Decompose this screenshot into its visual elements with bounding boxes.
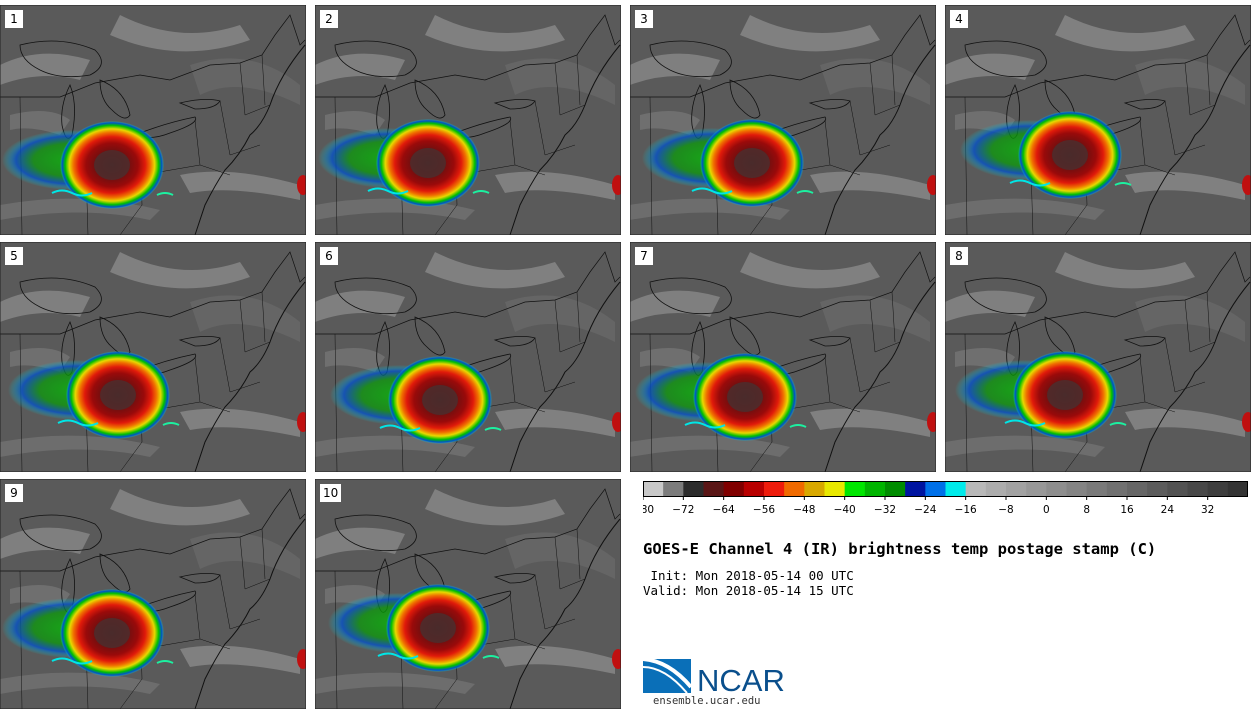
colorbar-swatch [1006,481,1027,496]
colorbar-tick-label: −80 [643,504,654,516]
colorbar-tick-label: −24 [914,504,936,516]
ensemble-member-panel: 1 [0,5,306,235]
ir-satellite-map [315,242,621,472]
logo-text: NCAR [697,663,785,695]
ensemble-member-panel: 4 [945,5,1251,235]
member-number: 1 [5,10,23,28]
ensemble-member-panel: 10 [315,479,621,709]
ir-satellite-map [630,242,936,472]
colorbar-swatch [824,481,846,496]
member-number: 10 [320,484,342,502]
colorbar-tick-label: 8 [1083,504,1090,516]
logo-url: ensemble.ucar.edu [653,695,761,707]
ir-satellite-map [315,5,621,235]
member-number: 4 [950,10,968,28]
colorbar-tick-label: −48 [793,504,815,516]
colorbar-swatch [1046,481,1067,496]
colorbar-swatch [1127,481,1148,496]
colorbar-tick-label: −56 [753,504,775,516]
colorbar-swatch [985,481,1007,496]
ensemble-member-panel: 9 [0,479,306,709]
member-number: 8 [950,247,968,265]
ir-satellite-map [315,479,621,709]
colorbar-tick-label: −32 [874,504,896,516]
valid-time: Valid: Mon 2018-05-14 15 UTC [643,583,854,598]
member-number: 2 [320,10,338,28]
figure-title: GOES-E Channel 4 (IR) brightness temp po… [643,540,1157,558]
colorbar-tick-label: 32 [1201,504,1214,516]
colorbar-swatch [925,481,946,496]
member-number: 6 [320,247,338,265]
colorbar-swatch [703,481,725,496]
colorbar-swatch [743,481,765,496]
colorbar-swatch [1066,481,1088,496]
colorbar-swatch [1167,481,1188,496]
ncar-logo: NCAR [643,657,785,695]
ensemble-member-panel: 6 [315,242,621,472]
colorbar-swatch [1227,481,1248,496]
colorbar-tick-label: −64 [713,504,735,516]
colorbar-tick-label: −8 [998,504,1013,516]
colorbar-swatch [764,481,785,496]
colorbar-swatch [864,481,886,496]
colorbar-swatch [784,481,805,496]
ensemble-member-panel: 3 [630,5,936,235]
member-number: 3 [635,10,653,28]
ir-satellite-map [0,5,306,235]
colorbar-tick-label: −72 [672,504,694,516]
colorbar-tick-label: −16 [955,504,977,516]
ir-satellite-map [630,5,936,235]
colorbar-swatch [1026,481,1047,496]
ir-satellite-map [0,242,306,472]
colorbar-swatch [723,481,745,496]
colorbar-swatch [1147,481,1168,496]
colorbar-tick-label: −40 [834,504,856,516]
ir-satellite-map [945,5,1251,235]
ensemble-member-panel: 2 [315,5,621,235]
ensemble-member-panel: 5 [0,242,306,472]
colorbar-swatch [905,481,926,496]
colorbar-swatch [1086,481,1108,496]
ensemble-member-panel: 8 [945,242,1251,472]
colorbar-swatch [804,481,825,496]
colorbar-tick-label: 24 [1161,504,1175,516]
ensemble-member-panel: 7 [630,242,936,472]
colorbar-swatch [1106,481,1128,496]
colorbar-swatch [643,481,664,496]
colorbar-border [643,481,1248,497]
member-number: 5 [5,247,23,265]
ir-satellite-map [0,479,306,709]
colorbar-swatch [1207,481,1229,496]
colorbar-swatch [885,481,906,496]
colorbar-swatch [683,481,704,496]
colorbar-tick-label: 16 [1120,504,1134,516]
init-time: Init: Mon 2018-05-14 00 UTC [643,568,854,583]
member-number: 7 [635,247,653,265]
colorbar-swatch [663,481,684,496]
member-number: 9 [5,484,23,502]
colorbar-swatch [1187,481,1209,496]
ir-satellite-map [945,242,1251,472]
colorbar-swatch [945,481,967,496]
colorbar-swatch [965,481,987,496]
colorbar-tick-label: 0 [1043,504,1050,516]
colorbar-swatch [844,481,866,496]
